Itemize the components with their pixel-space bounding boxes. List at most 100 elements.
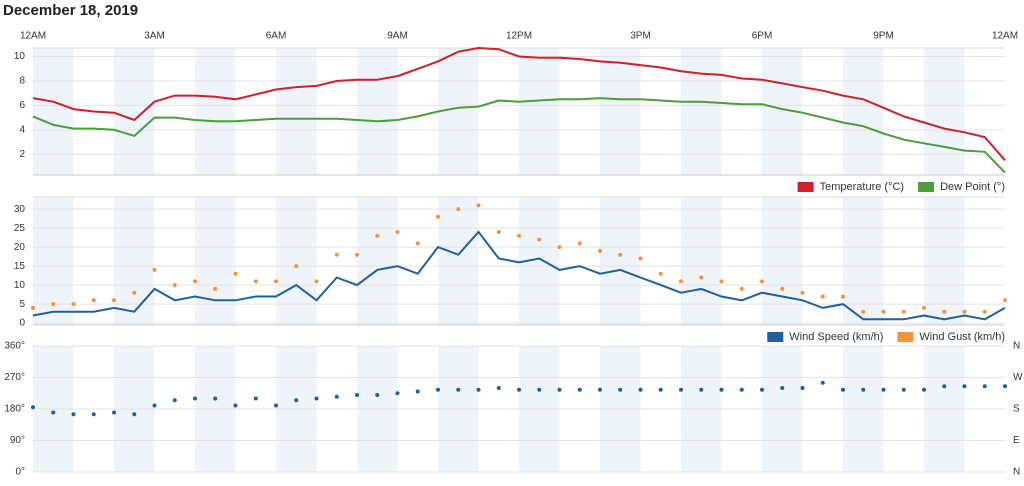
x-tick-label: 9AM bbox=[387, 31, 408, 42]
y2-tick-label: S bbox=[1013, 404, 1020, 415]
y-tick-label: 5 bbox=[19, 299, 25, 310]
x-tick-label: 12AM bbox=[20, 31, 46, 42]
hour-band bbox=[681, 197, 722, 325]
point bbox=[679, 387, 683, 392]
point bbox=[901, 309, 906, 314]
point bbox=[881, 387, 886, 392]
point bbox=[71, 302, 76, 307]
y-tick-label: 4 bbox=[19, 124, 25, 135]
x-tick-label: 3PM bbox=[630, 31, 651, 42]
point bbox=[172, 398, 177, 403]
point bbox=[152, 267, 157, 272]
point bbox=[537, 387, 542, 392]
point bbox=[982, 309, 987, 314]
point bbox=[31, 405, 35, 410]
y-tick-label: 270° bbox=[4, 372, 25, 383]
point bbox=[152, 403, 157, 408]
y2-tick-label: N bbox=[1013, 341, 1020, 352]
point bbox=[274, 279, 278, 284]
point bbox=[51, 410, 56, 415]
point bbox=[112, 298, 116, 303]
x-tick-label: 9PM bbox=[873, 31, 894, 42]
point bbox=[213, 286, 218, 291]
point bbox=[355, 252, 359, 257]
point bbox=[355, 393, 359, 397]
point bbox=[658, 387, 663, 392]
legend-swatch bbox=[797, 182, 814, 192]
x-tick-label: 6AM bbox=[266, 31, 287, 42]
point bbox=[132, 290, 137, 295]
hour-band bbox=[357, 197, 398, 325]
hour-band bbox=[357, 48, 398, 175]
point bbox=[31, 305, 35, 310]
series-line bbox=[32, 230, 1006, 321]
point bbox=[638, 387, 643, 392]
y-tick-label: 0 bbox=[19, 318, 25, 329]
x-tick-label: 6PM bbox=[752, 31, 773, 42]
point bbox=[91, 298, 96, 303]
x-tick-label: 3AM bbox=[144, 31, 165, 42]
point bbox=[375, 233, 380, 238]
y-tick-label: 30 bbox=[14, 204, 26, 215]
legend-label: Dew Point (°) bbox=[940, 181, 1005, 193]
hour-band bbox=[276, 197, 317, 325]
point bbox=[618, 387, 623, 392]
hour-band bbox=[924, 197, 965, 325]
point bbox=[942, 384, 947, 389]
point bbox=[881, 309, 886, 314]
hour-band bbox=[438, 197, 479, 325]
y-tick-label: 6 bbox=[19, 100, 25, 111]
legend-label: Wind Speed (km/h) bbox=[789, 331, 883, 343]
y-tick-label: 15 bbox=[14, 261, 26, 272]
point bbox=[395, 229, 400, 234]
x-tick-label: 12PM bbox=[506, 31, 532, 42]
hour-band bbox=[519, 48, 560, 175]
hour-band bbox=[114, 197, 155, 325]
point bbox=[618, 252, 623, 257]
point bbox=[415, 389, 420, 394]
point bbox=[233, 271, 238, 276]
hour-band bbox=[843, 197, 884, 325]
point bbox=[557, 387, 562, 392]
point bbox=[861, 387, 866, 392]
hour-band bbox=[924, 48, 965, 175]
point bbox=[233, 403, 238, 408]
y2-tick-label: W bbox=[1013, 372, 1023, 383]
y-tick-label: 360° bbox=[4, 341, 25, 352]
point bbox=[436, 387, 440, 392]
legend-swatch bbox=[897, 332, 914, 342]
point bbox=[274, 403, 278, 408]
point bbox=[334, 252, 339, 257]
point bbox=[861, 309, 866, 314]
point bbox=[719, 387, 724, 392]
point bbox=[598, 387, 602, 392]
point bbox=[476, 387, 481, 392]
point bbox=[841, 294, 845, 299]
y2-tick-label: E bbox=[1013, 435, 1020, 446]
y-tick-label: 0° bbox=[15, 467, 25, 478]
point bbox=[1003, 298, 1007, 303]
point bbox=[51, 302, 56, 307]
hour-band bbox=[195, 197, 236, 325]
legend-label: Wind Gust (km/h) bbox=[919, 331, 1005, 343]
chart-title: December 18, 2019 bbox=[3, 2, 138, 19]
point bbox=[780, 386, 785, 390]
hour-band bbox=[762, 197, 803, 325]
point bbox=[962, 309, 967, 314]
point bbox=[739, 286, 744, 291]
y2-tick-label: N bbox=[1013, 467, 1020, 478]
y-tick-label: 180° bbox=[4, 404, 25, 415]
point bbox=[679, 279, 683, 284]
point bbox=[658, 271, 663, 276]
point bbox=[71, 412, 76, 417]
point bbox=[922, 387, 926, 392]
point bbox=[456, 207, 461, 212]
point bbox=[982, 384, 987, 389]
point bbox=[112, 410, 116, 415]
hour-band bbox=[195, 48, 236, 175]
series-line bbox=[32, 46, 1006, 161]
point bbox=[1003, 384, 1007, 389]
point bbox=[253, 279, 258, 284]
